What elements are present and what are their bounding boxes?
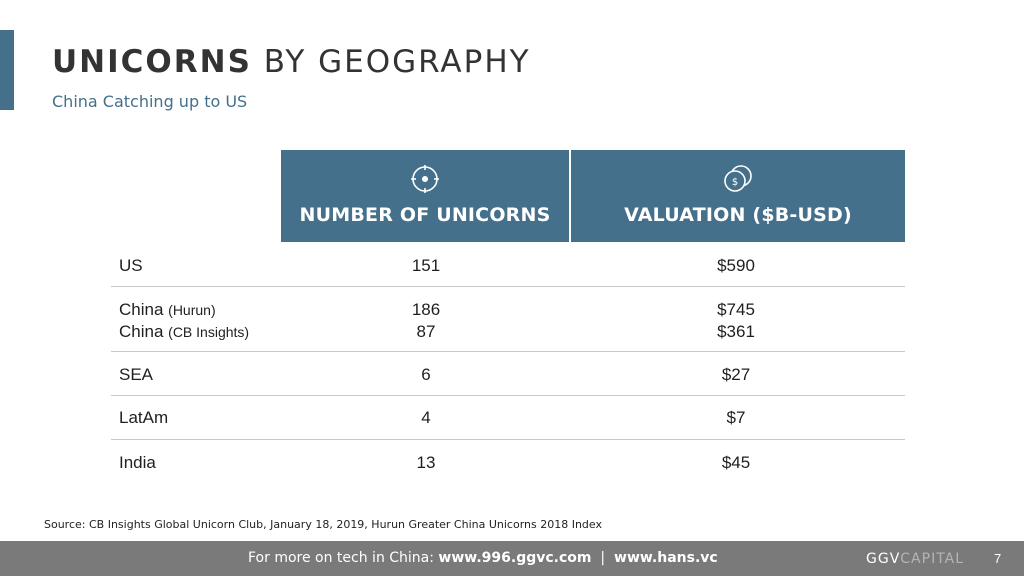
valuation-cell: $590 bbox=[717, 256, 755, 275]
source-note: Source: CB Insights Global Unicorn Club,… bbox=[44, 518, 602, 531]
footer-link-996[interactable]: www.996.ggvc.com bbox=[438, 550, 592, 566]
valuation-cell: $745 bbox=[717, 300, 755, 319]
row-divider bbox=[111, 286, 905, 287]
table-row: US 151 $590 bbox=[111, 256, 905, 280]
region-cell: SEA bbox=[119, 365, 154, 384]
region-cell: US bbox=[119, 256, 143, 275]
region-source-note: (CB Insights) bbox=[168, 324, 250, 340]
region-name: China bbox=[119, 322, 164, 341]
footer-bar: For more on tech in China: www.996.ggvc.… bbox=[0, 541, 1024, 576]
valuation-cell: $7 bbox=[726, 408, 746, 427]
region-cell: China (CB Insights) bbox=[119, 322, 249, 342]
header-valuation: $ VALUATION ($B-USD) bbox=[571, 150, 905, 242]
count-cell: 13 bbox=[416, 453, 436, 472]
title-rest: BY GEOGRAPHY bbox=[251, 44, 531, 80]
title-bold: UNICORNS bbox=[52, 44, 252, 80]
table-row: SEA 6 $27 bbox=[111, 365, 905, 389]
coins-icon: $ bbox=[724, 165, 752, 192]
slide-title: UNICORNS BY GEOGRAPHY bbox=[52, 44, 531, 80]
region-cell: China (Hurun) bbox=[119, 300, 216, 320]
count-cell: 4 bbox=[421, 408, 431, 427]
accent-bar bbox=[0, 30, 14, 110]
count-cell: 151 bbox=[411, 256, 441, 275]
brand-logo: GGVCAPITAL bbox=[866, 551, 964, 567]
slide-subtitle: China Catching up to US bbox=[52, 92, 248, 111]
table-row: China (Hurun) 186 $745 China (CB Insight… bbox=[111, 300, 905, 346]
table-row: India 13 $45 bbox=[111, 453, 905, 477]
target-icon bbox=[411, 165, 439, 193]
row-divider bbox=[111, 439, 905, 440]
brand-faded: CAPITAL bbox=[900, 551, 965, 567]
row-divider bbox=[111, 395, 905, 396]
footer-prefix: For more on tech in China: bbox=[248, 550, 439, 566]
header-number-of-unicorns: NUMBER OF UNICORNS bbox=[281, 150, 569, 242]
region-name: China bbox=[119, 300, 164, 319]
region-cell: LatAm bbox=[119, 408, 169, 427]
count-cell: 87 bbox=[416, 322, 436, 341]
region-source-note: (Hurun) bbox=[168, 302, 216, 318]
footer-separator: | bbox=[591, 550, 615, 566]
row-divider bbox=[111, 351, 905, 352]
header-label-count: NUMBER OF UNICORNS bbox=[299, 204, 551, 226]
header-label-valuation: VALUATION ($B-USD) bbox=[624, 204, 852, 226]
footer-link-hans[interactable]: www.hans.vc bbox=[614, 550, 718, 566]
region-cell: India bbox=[119, 453, 156, 472]
brand-strong: GGV bbox=[866, 551, 901, 567]
count-cell: 6 bbox=[421, 365, 431, 384]
page-number: 7 bbox=[994, 551, 1002, 566]
svg-text:$: $ bbox=[732, 177, 738, 188]
valuation-cell: $45 bbox=[721, 453, 751, 472]
valuation-cell: $361 bbox=[717, 322, 755, 341]
valuation-cell: $27 bbox=[721, 365, 751, 384]
footer-text: For more on tech in China: www.996.ggvc.… bbox=[248, 550, 718, 566]
count-cell: 186 bbox=[411, 300, 441, 319]
table-row: LatAm 4 $7 bbox=[111, 408, 905, 432]
